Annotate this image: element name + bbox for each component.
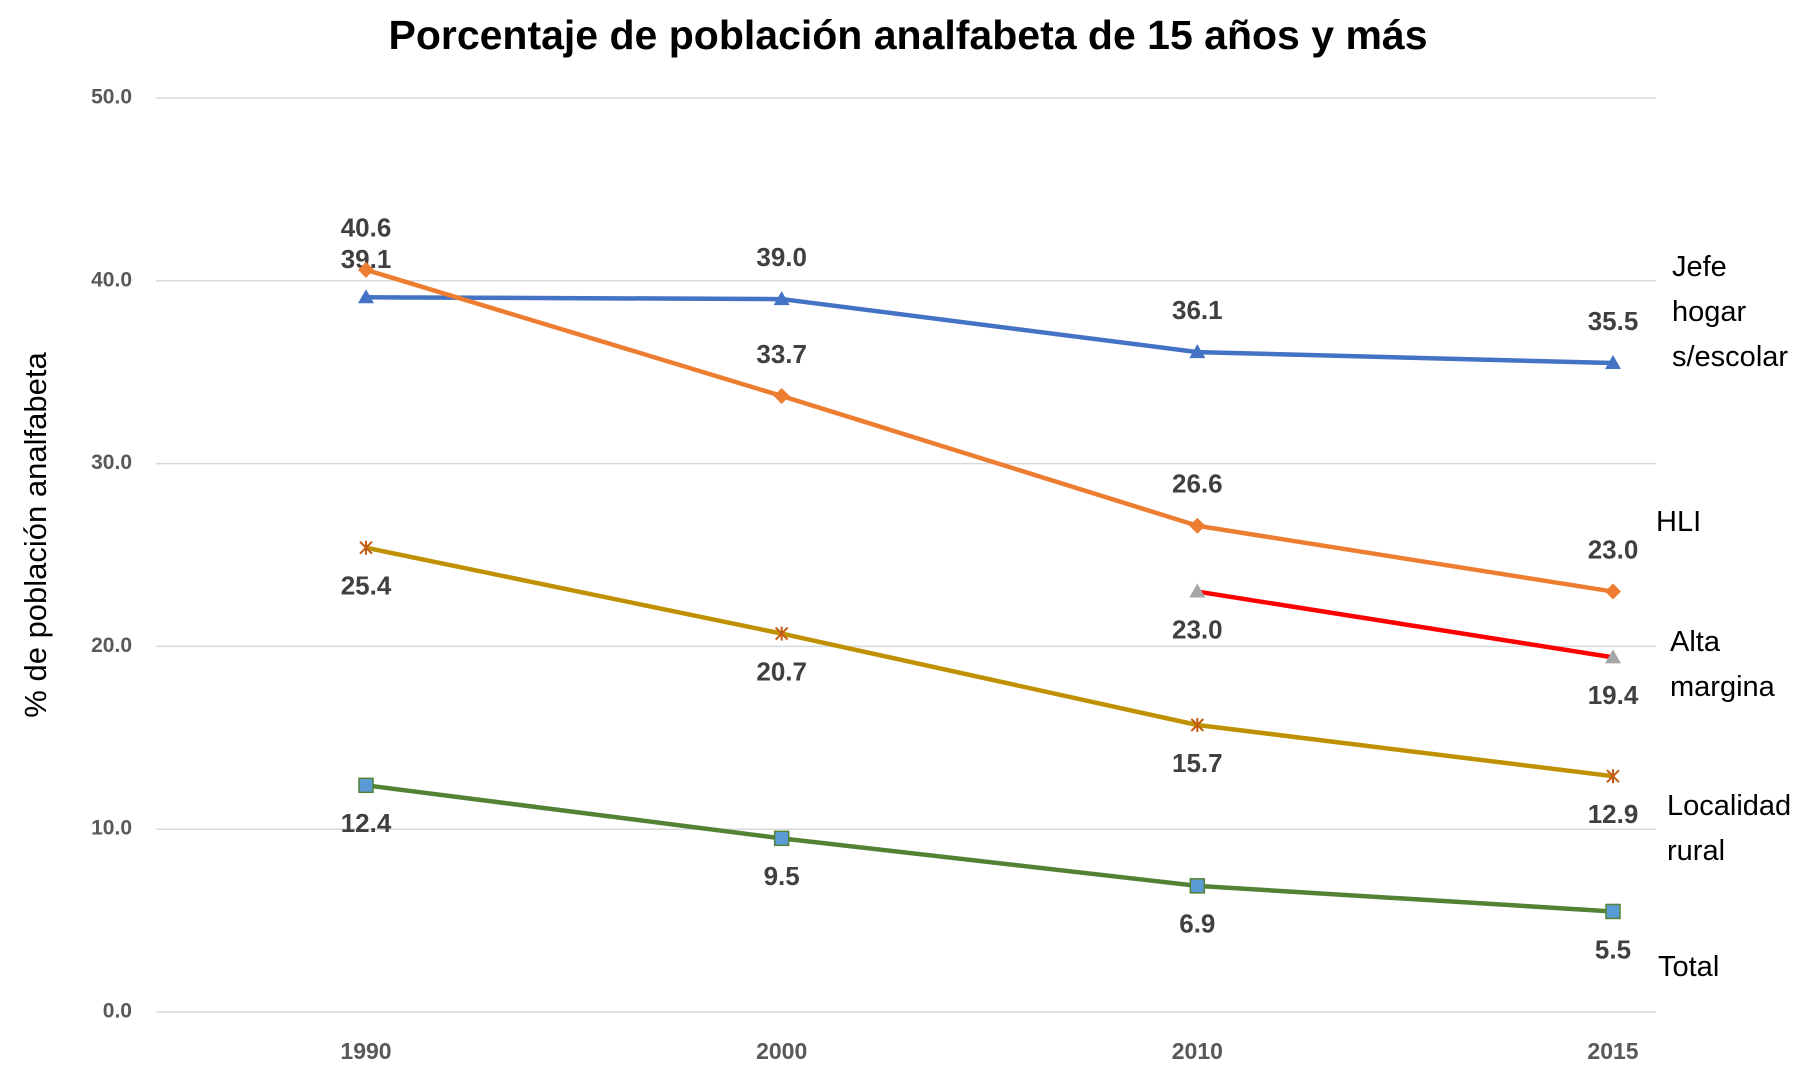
marker [358,777,374,794]
series-line [365,783,1614,914]
marker [1189,517,1206,534]
y-tick-label: 0.0 [103,1000,132,1023]
data-label: 33.7 [756,339,807,369]
data-label: 6.9 [1179,909,1215,939]
marker [1605,583,1621,600]
marker [1189,583,1206,598]
data-label: 9.5 [764,861,800,891]
data-label: 35.5 [1588,306,1639,336]
legend-label: HLI [1656,506,1702,538]
legend-label: Localidad rural [1667,790,1792,867]
data-label: 23.0 [1588,534,1639,564]
marker [1606,769,1620,784]
y-tick-label: 40.0 [91,268,132,291]
series-line [1196,589,1614,660]
chart-title: Porcentaje de población analfabeta de 15… [388,12,1427,58]
marker [1190,718,1205,733]
series-line [365,545,1614,779]
data-label: 23.0 [1172,614,1223,644]
marker [773,830,790,847]
marker [358,261,374,278]
marker [774,626,789,641]
series-line [365,267,1614,594]
data-label: 36.1 [1172,295,1223,325]
marker [1189,878,1206,894]
legend-label: Total [1658,951,1720,983]
marker [1605,903,1621,920]
x-tick-label: 2015 [1587,1038,1638,1064]
y-tick-label: 20.0 [91,634,132,657]
series-line [365,295,1614,366]
marker [773,387,790,404]
data-label: 12.4 [341,808,392,838]
marker [1605,649,1621,664]
x-tick-label: 1990 [340,1038,391,1064]
data-label: 25.4 [341,571,392,601]
y-tick-label: 10.0 [91,817,132,840]
legend-label: Jefe hogar s/escolar [1672,251,1789,373]
x-tick-label: 2000 [756,1038,807,1064]
y-tick-label: 50.0 [91,86,132,109]
data-label: 5.5 [1595,934,1631,964]
data-label: 26.6 [1172,469,1223,499]
y-tick-label: 30.0 [91,451,132,474]
data-label: 15.7 [1172,748,1223,778]
y-axis-label: % de población analfabeta [18,352,53,718]
data-label: 19.4 [1588,680,1639,710]
marker [1189,344,1206,359]
data-label: 39.0 [756,242,807,272]
marker [773,291,790,306]
data-label: 40.6 [341,213,392,243]
data-label: 20.7 [756,656,807,686]
legend-label: Alta margina [1670,626,1775,703]
marker [359,540,373,555]
marker [1605,355,1621,370]
x-tick-label: 2010 [1172,1038,1223,1064]
marker [358,289,374,304]
data-label: 12.9 [1588,799,1639,829]
